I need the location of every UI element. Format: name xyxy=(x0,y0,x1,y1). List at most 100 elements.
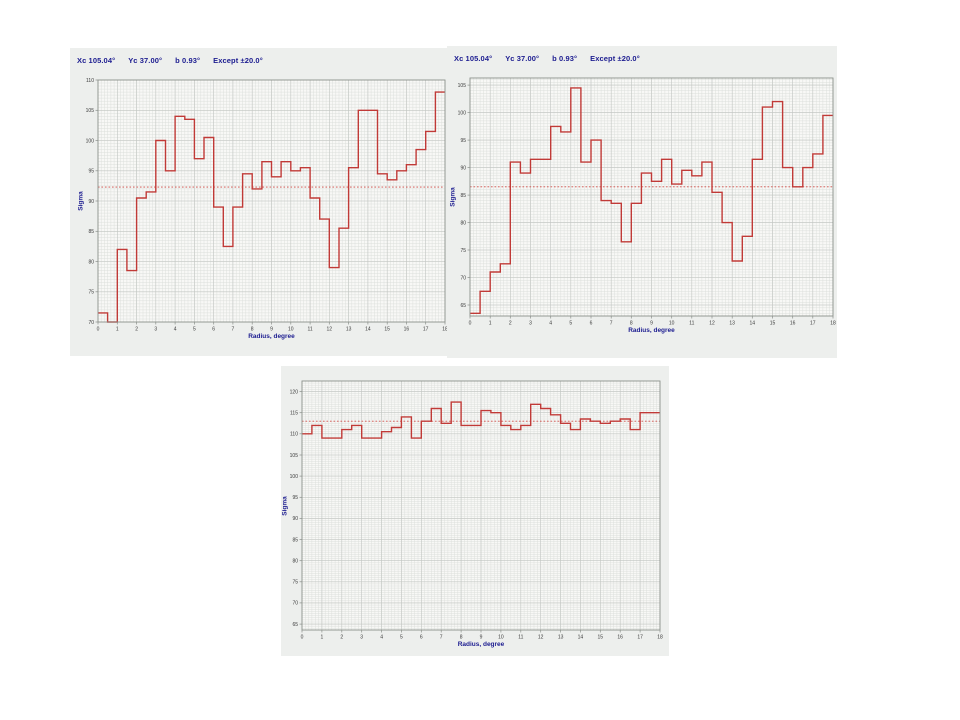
y-tick-label: 85 xyxy=(292,537,298,543)
y-tick-label: 105 xyxy=(290,453,299,459)
yc-value: Yc 37.00° xyxy=(128,56,163,65)
x-tick-label: 9 xyxy=(480,635,483,641)
x-tick-label: 8 xyxy=(460,635,463,641)
x-tick-label: 1 xyxy=(116,327,119,333)
x-tick-label: 6 xyxy=(212,327,215,333)
y-tick-label: 95 xyxy=(292,495,298,501)
y-tick-label: 90 xyxy=(460,165,466,171)
y-tick-label: 70 xyxy=(460,275,466,281)
x-tick-label: 13 xyxy=(346,327,352,333)
yc-value: Yc 37.00° xyxy=(505,54,540,63)
x-tick-label: 4 xyxy=(174,327,177,333)
x-tick-label: 8 xyxy=(251,327,254,333)
x-tick-label: 2 xyxy=(509,321,512,327)
step-chart-panel-top-left: Xc 105.04° Yc 37.00° b 0.93° Except ±20.0° … xyxy=(70,48,456,356)
y-tick-label: 75 xyxy=(292,580,298,586)
y-tick-label: 85 xyxy=(460,193,466,199)
x-tick-label: 0 xyxy=(301,635,304,641)
x-tick-label: 18 xyxy=(830,321,836,327)
x-tick-label: 6 xyxy=(590,321,593,327)
y-tick-label: 105 xyxy=(86,108,95,114)
x-tick-label: 8 xyxy=(630,321,633,327)
x-axis-label: Radius, degree xyxy=(248,333,295,340)
x-tick-label: 16 xyxy=(617,635,623,641)
sigma-vs-radius-plot: 0 1 2 3 4 5 6 7 8 9 10 11 12 13 14 15 16 17 18707580859095… xyxy=(86,78,448,333)
x-tick-label: 15 xyxy=(384,327,390,333)
x-tick-label: 5 xyxy=(569,321,572,327)
b-value: b 0.93° xyxy=(552,54,578,63)
y-tick-label: 65 xyxy=(460,303,466,309)
x-tick-label: 16 xyxy=(790,321,796,327)
x-tick-label: 2 xyxy=(135,327,138,333)
sigma-vs-radius-plot: 0 1 2 3 4 5 6 7 8 9 10 11 12 13 14 15 16 17 18657075808590… xyxy=(290,380,663,641)
x-tick-label: 10 xyxy=(669,321,675,327)
x-tick-label: 12 xyxy=(538,635,544,641)
x-tick-label: 11 xyxy=(689,321,694,327)
x-tick-label: 2 xyxy=(340,635,343,641)
x-tick-label: 11 xyxy=(307,327,312,333)
x-tick-label: 4 xyxy=(380,635,383,641)
x-tick-label: 7 xyxy=(610,321,613,327)
y-tick-label: 100 xyxy=(86,138,95,144)
x-tick-label: 0 xyxy=(97,327,100,333)
x-tick-label: 3 xyxy=(360,635,363,641)
step-chart-panel-bottom-center: 0 1 2 3 4 5 6 7 8 9 10 11 12 13 14 15 16 17 18 65 70 75 80 85 90… xyxy=(281,366,669,656)
y-axis-label: Sigma xyxy=(449,187,457,207)
y-tick-label: 105 xyxy=(458,83,467,89)
x-tick-label: 6 xyxy=(420,635,423,641)
x-tick-label: 18 xyxy=(657,635,663,641)
x-tick-label: 15 xyxy=(770,321,776,327)
x-tick-label: 17 xyxy=(423,327,429,333)
y-tick-label: 100 xyxy=(458,110,467,116)
x-tick-label: 12 xyxy=(327,327,333,333)
x-tick-label: 1 xyxy=(489,321,492,327)
x-tick-label: 17 xyxy=(810,321,816,327)
b-value: b 0.93° xyxy=(175,56,201,65)
xc-value: Xc 105.04° xyxy=(454,54,493,63)
chart-fit-params-title: Xc 105.04° Yc 37.00° b 0.93° Except ±20.0° xyxy=(77,56,276,65)
y-tick-label: 90 xyxy=(88,199,94,205)
step-line-path xyxy=(302,401,660,439)
y-tick-label: 65 xyxy=(292,622,298,628)
y-tick-label: 75 xyxy=(88,290,94,296)
x-axis-label: Radius, degree xyxy=(628,327,675,334)
y-axis-label: Sigma xyxy=(77,191,85,211)
x-tick-label: 7 xyxy=(440,635,443,641)
x-tick-label: 17 xyxy=(637,635,643,641)
y-tick-label: 85 xyxy=(88,229,94,235)
grid-major xyxy=(470,78,833,316)
x-tick-label: 9 xyxy=(270,327,273,333)
x-tick-label: 10 xyxy=(288,327,294,333)
x-tick-label: 14 xyxy=(365,327,371,333)
y-tick-label: 110 xyxy=(290,432,298,438)
step-line-path xyxy=(98,91,445,323)
y-tick-label: 80 xyxy=(88,259,94,265)
y-tick-label: 95 xyxy=(88,169,94,175)
x-tick-label: 12 xyxy=(709,321,715,327)
xc-value: Xc 105.04° xyxy=(77,56,116,65)
x-axis-label: Radius, degree xyxy=(457,641,505,648)
y-tick-label: 115 xyxy=(290,411,298,417)
y-tick-label: 100 xyxy=(290,474,299,480)
x-tick-label: 5 xyxy=(400,635,403,641)
step-chart-panel-top-right: Xc 105.04° Yc 37.00° b 0.93° Except ±20.0° … xyxy=(447,46,837,358)
x-tick-label: 18 xyxy=(442,327,448,333)
y-tick-label: 95 xyxy=(460,138,466,144)
y-axis-label: Sigma xyxy=(281,495,289,516)
x-tick-label: 13 xyxy=(558,635,564,641)
x-tick-label: 10 xyxy=(498,635,504,641)
x-tick-label: 3 xyxy=(154,327,157,333)
x-tick-label: 5 xyxy=(193,327,196,333)
x-tick-label: 14 xyxy=(750,321,756,327)
x-tick-label: 14 xyxy=(578,635,584,641)
x-tick-label: 4 xyxy=(549,321,552,327)
y-tick-label: 90 xyxy=(292,516,298,522)
y-tick-label: 80 xyxy=(460,220,466,226)
x-tick-label: 7 xyxy=(232,327,235,333)
sigma-vs-radius-plot: 0 1 2 3 4 5 6 7 8 9 10 11 12 13 14 15 16 17 18657075808590… xyxy=(458,77,836,327)
x-tick-label: 0 xyxy=(469,321,472,327)
step-line-path xyxy=(470,87,833,314)
y-tick-label: 120 xyxy=(290,389,299,395)
x-tick-label: 16 xyxy=(404,327,410,333)
x-tick-label: 9 xyxy=(650,321,653,327)
